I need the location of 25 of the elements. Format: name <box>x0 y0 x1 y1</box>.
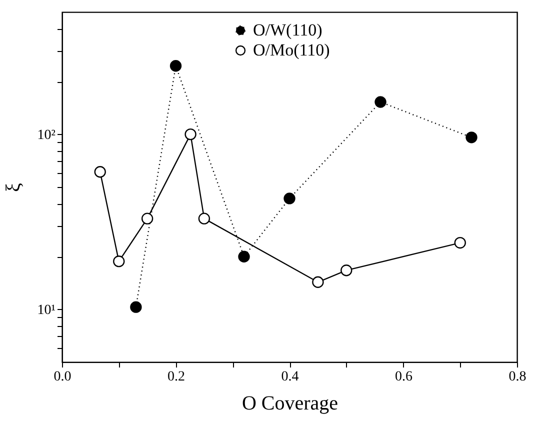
point <box>113 256 125 268</box>
point <box>312 276 324 288</box>
point <box>454 236 466 249</box>
x-tick-label: 0.6 <box>395 370 412 384</box>
y-axis-title: ξ <box>2 182 24 192</box>
x-tick-label: 0.4 <box>281 370 299 384</box>
legend-label: O/W(110) <box>253 20 322 40</box>
point <box>94 166 106 178</box>
x-axis-title: O Coverage <box>242 392 338 414</box>
x-tick-label: 0.0 <box>54 370 72 384</box>
y-tick-label: 10¹ <box>37 302 56 318</box>
point <box>184 128 196 140</box>
point <box>198 212 210 224</box>
x-tick-label: 0.2 <box>168 370 185 384</box>
point <box>238 250 250 262</box>
point <box>170 60 182 72</box>
point <box>130 301 142 313</box>
x-tick-label: 0.8 <box>508 370 526 384</box>
point <box>284 192 296 204</box>
point <box>141 212 154 224</box>
y-tick-label: 10² <box>37 128 56 143</box>
point <box>340 264 352 276</box>
point <box>466 132 478 144</box>
point <box>374 96 386 108</box>
legend-label: O/Mo(110) <box>253 40 330 60</box>
